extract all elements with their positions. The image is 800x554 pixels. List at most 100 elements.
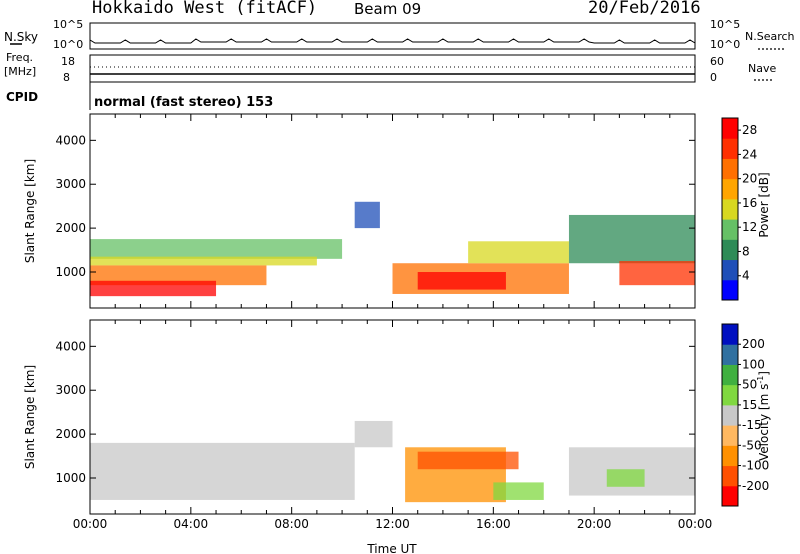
- colorbar-tick-label: -100: [742, 459, 769, 473]
- nave-tick-bottom: 0: [710, 71, 717, 84]
- colorbar-tick-label: 28: [742, 123, 757, 137]
- y-tick-label: 2000: [55, 427, 86, 441]
- beam-label: Beam 09: [354, 0, 421, 18]
- velocity-cbar-title: Velocity [m s-1]: [756, 371, 771, 461]
- nave-label: Nave: [748, 62, 776, 75]
- backscatter-band: [468, 241, 569, 264]
- backscatter-band: [493, 482, 544, 500]
- x-tick-label: 08:00: [274, 517, 309, 531]
- colorbar-tick-label: 8: [742, 244, 750, 258]
- backscatter-band: [354, 201, 380, 229]
- colorbar-tick-label: 50: [742, 378, 757, 392]
- date-label: 20/Feb/2016: [588, 0, 701, 18]
- freq-unit: [MHz]: [4, 65, 36, 78]
- y-tick-label: 1000: [55, 265, 86, 279]
- backscatter-band: [90, 265, 267, 286]
- colorbar-tick-label: 12: [742, 220, 757, 234]
- nsky-trace: [89, 38, 696, 44]
- backscatter-band: [90, 442, 355, 500]
- freq-tick-top: 18: [61, 55, 75, 68]
- freq-panel-frame: [89, 54, 696, 83]
- noise-panel: N.Sky 10^5 10^0 10^5 10^0 N.Search: [4, 18, 795, 51]
- x-tick-label: 00:00: [73, 517, 108, 531]
- colorbar-segment: [722, 158, 738, 180]
- power-y-axis: 4000 3000 2000 1000: [55, 133, 695, 279]
- colorbar-segment: [722, 118, 738, 139]
- power-ylabel: Slant Range [km]: [23, 159, 37, 263]
- colorbar-segment: [722, 364, 738, 386]
- noise-trace: [89, 38, 696, 44]
- x-tick-label: 00:00: [678, 517, 713, 531]
- velocity-cbar-title-sup: -1: [756, 376, 765, 384]
- velocity-cbar-title-main: Velocity [m s: [757, 384, 771, 461]
- colorbar-segment: [722, 485, 738, 507]
- backscatter-band: [619, 261, 695, 286]
- power-x-ticks: [89, 114, 696, 308]
- backscatter-band: [90, 239, 343, 259]
- station-title: Hokkaido West (fitACF): [92, 0, 317, 18]
- velocity-ylabel: Slant Range [km]: [23, 365, 37, 469]
- colorbar-tick-label: -50: [742, 438, 762, 452]
- x-tick-label: 04:00: [174, 517, 209, 531]
- velocity-y-axis: 4000 3000 2000 1000: [55, 339, 695, 485]
- colorbar-tick-label: -200: [742, 479, 769, 493]
- freq-panel: Freq. [MHz] 18 8 60 0 Nave: [4, 51, 776, 84]
- colorbar-tick-label: 20: [742, 172, 757, 186]
- colorbar-segment: [722, 344, 738, 365]
- colorbar-tick-label: -15: [742, 418, 762, 432]
- colorbar-segment: [722, 384, 738, 406]
- colorbar-segment: [722, 425, 738, 446]
- colorbar-segment: [722, 324, 738, 345]
- power-colorbar: 28 24 20 16 12 8 4: [721, 117, 757, 301]
- velocity-background: [90, 420, 695, 503]
- backscatter-band: [417, 451, 519, 470]
- nsky-label: N.Sky: [4, 30, 38, 44]
- nave-tick-top: 60: [710, 55, 724, 68]
- colorbar-tick-label: 100: [742, 357, 765, 371]
- x-tick-label: 20:00: [577, 517, 612, 531]
- power-panel: 4000 3000 2000 1000 Slant Range [km] 28 24 20…: [23, 113, 771, 309]
- noise-panel-frame: [89, 22, 696, 50]
- colorbar-segment: [722, 198, 738, 220]
- colorbar-segment: [722, 404, 738, 426]
- backscatter-band: [606, 469, 645, 487]
- cpid-panel: CPID normal (fast stereo) 153: [6, 82, 273, 110]
- velocity-cbar-title-end: ]: [757, 371, 771, 376]
- y-tick-label: 1000: [55, 471, 86, 485]
- colorbar-tick-label: 4: [742, 269, 750, 283]
- power-cbar-title: Power [dB]: [757, 172, 771, 237]
- cpid-value: normal (fast stereo) 153: [94, 95, 273, 110]
- colorbar-segment: [722, 465, 738, 487]
- y-tick-label: 3000: [55, 383, 86, 397]
- x-tick-label: 16:00: [476, 517, 511, 531]
- colorbar-tick-label: 200: [742, 337, 765, 351]
- colorbar-tick-label: 24: [742, 147, 757, 161]
- y-tick-label: 4000: [55, 133, 86, 147]
- colorbar-segment: [722, 279, 738, 301]
- power-background: [90, 201, 695, 297]
- nsearch-label: N.Search: [745, 30, 795, 43]
- nsky-tick-top: 10^5: [53, 18, 83, 31]
- backscatter-band: [568, 214, 695, 264]
- colorbar-segment: [722, 178, 738, 200]
- colorbar-frame: [721, 323, 739, 507]
- x-tick-label: 12:00: [375, 517, 410, 531]
- colorbar-frame: [721, 117, 739, 301]
- colorbar-segment: [722, 259, 738, 281]
- colorbar-segment: [722, 445, 738, 467]
- backscatter-band: [90, 256, 317, 266]
- freq-tick-bottom: 8: [63, 71, 70, 84]
- y-tick-label: 3000: [55, 177, 86, 191]
- velocity-x-ticks: 00:00 04:00 08:00 12:00 16:00 20:00 00:00: [73, 320, 713, 531]
- colorbar-segment: [722, 138, 738, 159]
- velocity-panel: 4000 3000 2000 1000 00:00 04:00 08:00 12:00 16:…: [23, 319, 771, 554]
- y-tick-label: 2000: [55, 221, 86, 235]
- colorbar-segment: [722, 219, 738, 240]
- velocity-colorbar: 200 100 50 15 -15 -50 -100 -200: [721, 323, 769, 507]
- colorbar-tick-label: 15: [742, 398, 757, 412]
- x-axis-title: Time UT: [366, 542, 417, 554]
- colorbar-segment: [722, 239, 738, 261]
- backscatter-band: [417, 272, 506, 290]
- backscatter-band: [90, 280, 217, 297]
